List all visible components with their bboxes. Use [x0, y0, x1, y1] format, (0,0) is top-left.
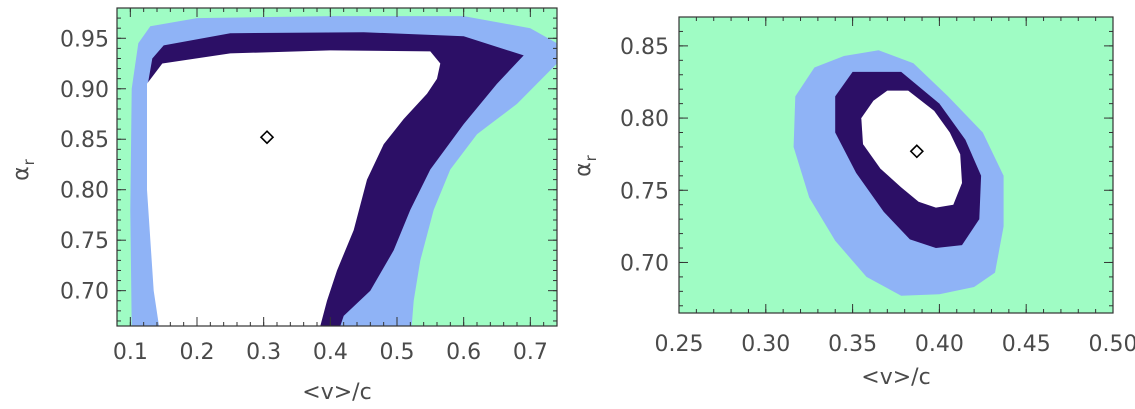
left-x-tick-label: 0.3: [246, 340, 281, 365]
right-contour-inner: [861, 90, 962, 208]
left-contours: [130, 16, 557, 326]
right-y-tick-label: 0.75: [620, 179, 669, 204]
right-y-axis-label-sub: r: [582, 154, 600, 161]
left-contour-inner: [147, 50, 441, 326]
right-y-axis-label: αr: [571, 154, 600, 177]
left-y-axis-label: αr: [9, 158, 38, 181]
left-x-tick-label: 0.7: [513, 340, 548, 365]
right-x-tick-label: 0.40: [915, 332, 964, 357]
left-panel: 0.1 0.2 0.3 0.4 0.5 0.6 0.7 0.700.750.800.850.…: [9, 7, 558, 405]
right-y-tick-labels: 0.70 0.75 0.80 0.85: [620, 35, 669, 277]
right-y-tick-label: 0.85: [620, 35, 669, 60]
right-y-axis-label-main: α: [571, 162, 596, 177]
left-x-tick-label: 0.2: [180, 340, 215, 365]
left-x-tick-label: 0.1: [113, 340, 148, 365]
left-x-tick-label: 0.5: [380, 340, 415, 365]
left-y-tick-label: 0.70: [60, 280, 109, 305]
right-x-tick-labels: 0.25 0.30 0.35 0.40 0.45 0.50: [655, 332, 1135, 357]
left-y-tick-labels: 0.70 0.75 0.80 0.85 0.90 0.95: [60, 27, 109, 304]
right-best-fit-marker: [909, 144, 924, 159]
right-ticks: [678, 16, 1114, 313]
left-x-tick-labels: 0.1 0.2 0.3 0.4 0.5 0.6 0.7: [113, 340, 548, 365]
right-x-axis-label: <v>/c: [861, 365, 930, 390]
right-y-tick-label: 0.70: [620, 251, 669, 276]
right-x-tick-label: 0.45: [1002, 332, 1051, 357]
left-y-tick-label: 0.80: [60, 179, 109, 204]
left-y-axis-label-main: α: [9, 166, 34, 181]
right-y-tick-label: 0.80: [620, 107, 669, 132]
right-contours: [793, 50, 1004, 296]
left-y-axis-label-sub: r: [20, 158, 38, 165]
left-x-axis-label: <v>/c: [302, 380, 371, 405]
right-x-tick-label: 0.30: [741, 332, 790, 357]
right-best-fit-diamond: [909, 144, 924, 159]
right-plot-frame: [678, 16, 1114, 314]
right-x-tick-label: 0.25: [655, 332, 704, 357]
left-best-fit-marker: [259, 130, 275, 145]
left-y-tick-label: 0.85: [60, 128, 109, 153]
left-ticks: [116, 7, 558, 326]
left-best-fit-diamond: [259, 130, 275, 145]
right-panel: 0.25 0.30 0.35 0.40 0.45 0.50 0.70 0.75 0.80 0.8…: [571, 16, 1135, 390]
left-y-tick-label: 0.95: [60, 27, 109, 52]
left-plot-frame: [116, 7, 558, 327]
left-y-tick-label: 0.90: [60, 78, 109, 103]
right-x-tick-label: 0.35: [828, 332, 877, 357]
left-y-tick-label: 0.75: [60, 229, 109, 254]
left-x-tick-label: 0.6: [446, 340, 481, 365]
left-x-tick-label: 0.4: [313, 340, 348, 365]
right-x-tick-label: 0.50: [1089, 332, 1135, 357]
